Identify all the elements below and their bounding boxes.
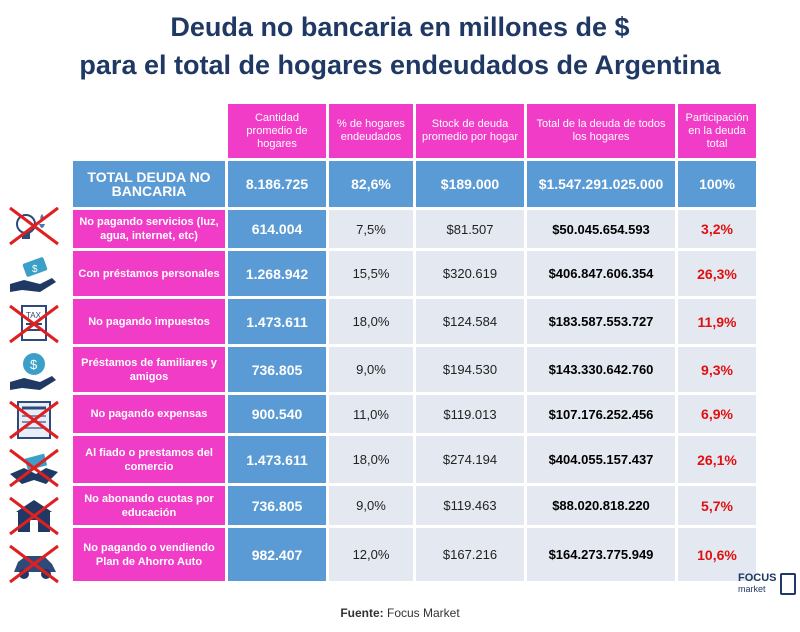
header-row: Cantidad promedio de hogares % de hogare… <box>73 104 756 158</box>
table-cell: 900.540 <box>228 395 326 433</box>
table-cell: $81.507 <box>416 210 524 248</box>
row-label: Al fiado o prestamos del comercio <box>73 436 225 483</box>
table-cell: 736.805 <box>228 486 326 525</box>
table-cell: 736.805 <box>228 347 326 392</box>
table-cell: 12,0% <box>329 528 413 581</box>
personal-loan-icon: $ <box>10 257 56 292</box>
table-row: No pagando o vendiendo Plan de Ahorro Au… <box>73 528 756 581</box>
column-header: Participación en la deuda total <box>678 104 756 158</box>
row-label: No pagando o vendiendo Plan de Ahorro Au… <box>73 528 225 581</box>
table-row: No pagando expensas 900.540 11,0% $119.0… <box>73 395 756 433</box>
logo-line-1: FOCUS <box>738 572 777 584</box>
table-cell: $88.020.818.220 <box>527 486 675 525</box>
no-services-icon <box>9 206 59 246</box>
table-row: No pagando impuestos 1.473.611 18,0% $12… <box>73 299 756 344</box>
table-cell: 26,3% <box>678 251 756 296</box>
table-cell: 11,0% <box>329 395 413 433</box>
source-label: Fuente: <box>340 606 384 620</box>
table-cell: $194.530 <box>416 347 524 392</box>
column-header: % de hogares endeudados <box>329 104 413 158</box>
row-label: No pagando impuestos <box>73 299 225 344</box>
table-cell: 9,3% <box>678 347 756 392</box>
table-cell: 1.473.611 <box>228 299 326 344</box>
row-label: TOTAL DEUDA NO BANCARIA <box>73 161 225 207</box>
svg-text:$: $ <box>30 357 38 372</box>
table-cell: 82,6% <box>329 161 413 207</box>
row-label: No pagando expensas <box>73 395 225 433</box>
table-cell: $124.584 <box>416 299 524 344</box>
svg-text:$: $ <box>32 264 38 275</box>
source-note: Fuente: Focus Market <box>0 606 800 620</box>
table-cell: $320.619 <box>416 251 524 296</box>
table-row: Préstamos de familiares y amigos 736.805… <box>73 347 756 392</box>
table-cell: 982.407 <box>228 528 326 581</box>
table-cell: 9,0% <box>329 347 413 392</box>
logo-line-2: market <box>738 584 766 594</box>
table-cell: 6,9% <box>678 395 756 433</box>
title-line-1: Deuda no bancaria en millones de $ <box>170 12 630 42</box>
row-label: No pagando servicios (luz, agua, interne… <box>73 210 225 248</box>
table-cell: $164.273.775.949 <box>527 528 675 581</box>
header-blank <box>73 104 225 158</box>
table-cell: 100% <box>678 161 756 207</box>
table-cell: $404.055.157.437 <box>527 436 675 483</box>
store-credit-icon <box>9 448 59 488</box>
debt-table: Cantidad promedio de hogares % de hogare… <box>70 101 759 584</box>
table-cell: 9,0% <box>329 486 413 525</box>
table-cell: 1.268.942 <box>228 251 326 296</box>
row-label: No abonando cuotas por educación <box>73 486 225 525</box>
no-tax-icon: TAX <box>9 304 59 344</box>
table-row: Con préstamos personales 1.268.942 15,5%… <box>73 251 756 296</box>
table-cell: 10,6% <box>678 528 756 581</box>
logo-frame-icon <box>780 573 796 595</box>
table-cell: 18,0% <box>329 299 413 344</box>
focus-market-logo: FOCUS market <box>738 572 798 602</box>
table-cell: 11,9% <box>678 299 756 344</box>
table-cell: 8.186.725 <box>228 161 326 207</box>
no-car-plan-icon <box>9 544 59 584</box>
svg-text:TAX: TAX <box>26 311 42 320</box>
table-cell: 614.004 <box>228 210 326 248</box>
table-cell: $119.013 <box>416 395 524 433</box>
row-label: Préstamos de familiares y amigos <box>73 347 225 392</box>
table-cell: $183.587.553.727 <box>527 299 675 344</box>
total-row: TOTAL DEUDA NO BANCARIA 8.186.725 82,6% … <box>73 161 756 207</box>
table-cell: $189.000 <box>416 161 524 207</box>
table-cell: 26,1% <box>678 436 756 483</box>
title-line-2: para el total de hogares endeudados de A… <box>79 50 721 80</box>
column-header: Total de la deuda de todos los hogares <box>527 104 675 158</box>
column-header: Cantidad promedio de hogares <box>228 104 326 158</box>
table-cell: $406.847.606.354 <box>527 251 675 296</box>
table-cell: 18,0% <box>329 436 413 483</box>
table-cell: $107.176.252.456 <box>527 395 675 433</box>
table-cell: $167.216 <box>416 528 524 581</box>
page-title: Deuda no bancaria en millones de $ para … <box>0 8 800 84</box>
column-header: Stock de deuda promedio por hogar <box>416 104 524 158</box>
family-loan-icon: $ <box>10 353 56 390</box>
table-cell: 3,2% <box>678 210 756 248</box>
table-cell: 5,7% <box>678 486 756 525</box>
table-cell: $119.463 <box>416 486 524 525</box>
row-label: Con préstamos personales <box>73 251 225 296</box>
table-cell: $143.330.642.760 <box>527 347 675 392</box>
table-row: No abonando cuotas por educación 736.805… <box>73 486 756 525</box>
table-cell: $1.547.291.025.000 <box>527 161 675 207</box>
table-cell: 7,5% <box>329 210 413 248</box>
table-row: Al fiado o prestamos del comercio 1.473.… <box>73 436 756 483</box>
table-cell: $50.045.654.593 <box>527 210 675 248</box>
table-cell: $274.194 <box>416 436 524 483</box>
no-education-icon <box>9 496 59 536</box>
table-cell: 15,5% <box>329 251 413 296</box>
table-row: No pagando servicios (luz, agua, interne… <box>73 210 756 248</box>
no-expensas-icon <box>9 400 59 440</box>
source-value: Focus Market <box>387 606 460 620</box>
table-cell: 1.473.611 <box>228 436 326 483</box>
